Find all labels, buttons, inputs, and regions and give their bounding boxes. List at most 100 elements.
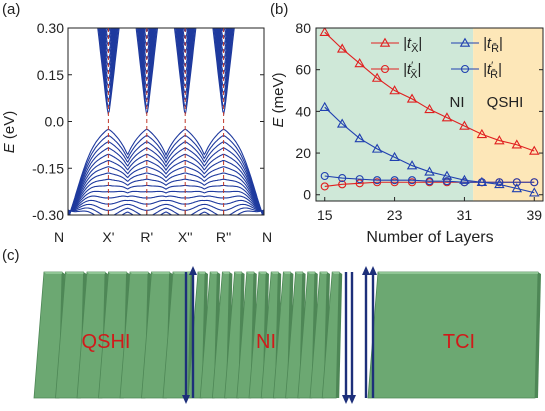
data-point [389,85,400,95]
data-point [406,160,418,170]
conduction-band [100,28,232,88]
panel-b-series [319,28,540,197]
xtick-label: X' [102,229,114,245]
ytick-label: -0.15 [32,160,64,176]
data-point [319,28,330,36]
panel-a-ylabel: E (eV) [1,111,18,154]
slab-top [246,272,256,274]
slab-side [336,272,343,398]
valence-band [68,159,264,215]
slab-top [234,272,244,274]
ytick-label: -0.30 [32,207,64,223]
data-point [407,176,417,185]
panel-c: (c) QSHI NI TCI [2,247,541,404]
xtick-label: X'' [178,229,193,245]
panel-b-label: (b) [270,1,288,18]
slab-tci [367,271,541,399]
valence-band [68,153,264,215]
region-label-tci-slab: TCI [443,331,475,353]
legend-marker [379,37,391,47]
conduction-band [106,28,226,33]
slab-top [108,272,129,274]
panel-a-bands [68,0,264,215]
conduction-band [98,28,234,109]
panel-b-legend: |tX̄| |tR̄| |t′ X̄| |t′ R̄| [371,35,503,81]
panel-b-xlabel: Number of Layers [366,229,493,246]
conduction-band [68,0,264,25]
valence-band [68,203,264,212]
data-point [424,166,435,176]
panel-b: (b) E (meV) 0 20 40 60 80 15 23 31 39 Number of… [270,1,544,246]
ytick-label: 0 [303,187,311,203]
panel-a-xticks: N X' R' X'' R'' N [54,211,272,245]
data-point [338,174,347,183]
panel-c-label: (c) [2,247,20,264]
slab-top [130,272,150,274]
ytick-label: 0.30 [37,20,64,36]
xtick-label: N [262,229,272,245]
slab-top [283,272,293,274]
legend-label: |tX̄| [403,35,422,55]
valence-band [68,141,264,215]
data-point [511,183,523,193]
xtick-label: N [54,229,64,245]
data-point [512,178,521,187]
series-line [324,106,535,194]
legend-label: |t′ R̄| [483,60,502,81]
conduction-band [105,28,227,40]
data-point [530,178,539,187]
slab-top [173,272,193,274]
ytick-label: 60 [295,62,311,78]
edge-arrow-down [182,272,190,404]
conduction-band [97,28,235,116]
panel-c-edge-arrows [182,266,377,404]
slab-ni [321,271,343,399]
data-point [477,178,486,187]
data-point [355,179,364,188]
valence-band [68,135,264,215]
xtick-label: 39 [526,207,542,223]
data-point [371,72,383,82]
slab-top [295,272,305,274]
ytick-label: 80 [295,20,311,36]
data-point [373,176,382,185]
series-3 [320,171,539,187]
arrow-head [369,266,377,275]
slab-side [535,272,541,398]
legend-label: |t′ X̄| [403,60,421,81]
ytick-label: 40 [295,103,311,119]
series-2 [319,101,540,197]
edge-arrow-up [369,266,377,398]
valence-band [68,184,264,215]
data-point [338,180,347,189]
region-label-ni-slab: NI [256,331,276,353]
slab-top [271,272,281,274]
valence-band [68,172,264,215]
conduction-band [101,28,231,81]
edge-arrow-down [342,272,350,404]
data-point [441,112,453,122]
data-point [511,139,523,149]
data-point [442,177,452,186]
data-point [390,178,399,187]
xtick-label: R' [140,229,153,245]
arrow-head [348,395,356,404]
legend-marker [380,64,390,74]
data-point [371,143,383,153]
data-point [529,145,540,155]
data-point [320,182,329,191]
conduction-band [103,28,229,53]
slab-top [210,272,220,274]
data-point [459,120,470,130]
data-point [460,178,469,187]
panel-a: (a) E (eV) 0.30 0.15 0.0 -0.15 -0.30 N X' R' X'… [1,0,272,245]
data-point [373,178,382,187]
data-point [476,128,488,139]
valence-band [68,207,264,215]
valence-band [68,128,264,215]
slab-top [198,272,207,274]
panel-b-xticks: 15 23 31 39 [317,197,542,223]
edge-arrow-down [348,272,356,404]
valence-band [68,199,264,213]
slab-top [320,272,329,274]
